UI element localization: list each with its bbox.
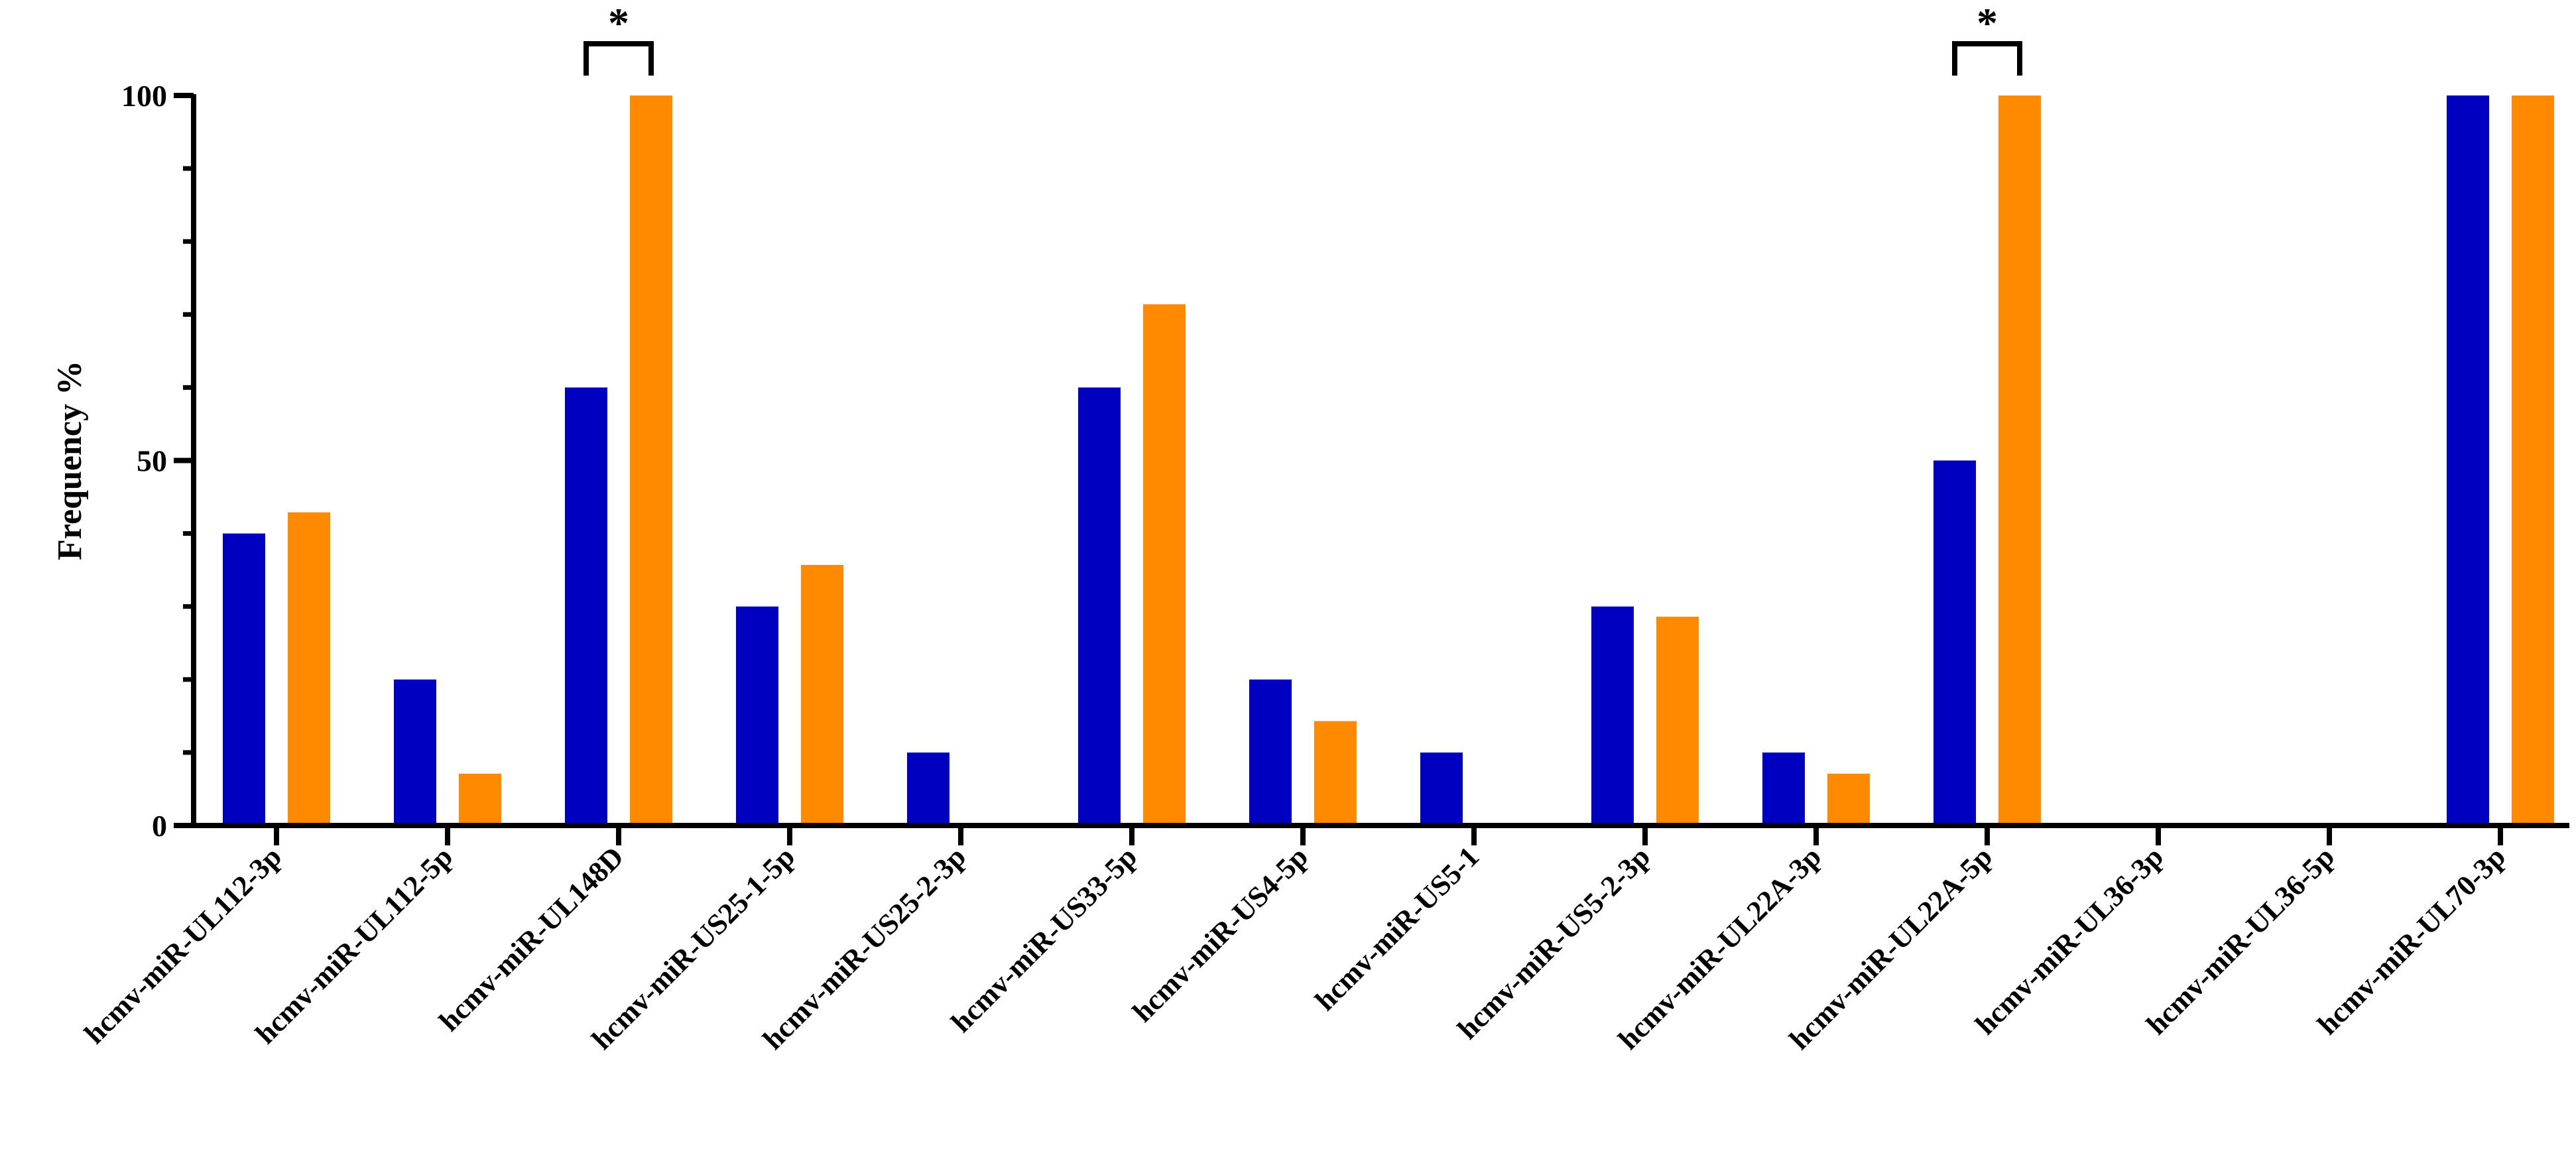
bar-series-2-5 <box>1143 304 1186 825</box>
significance-bracket <box>1952 41 2022 76</box>
bar-series-1-1 <box>394 679 436 825</box>
y-tick-label: 100 <box>121 79 167 113</box>
bar-series-1-0 <box>223 533 265 825</box>
significance-star: * <box>1977 0 1998 46</box>
bar-series-1-8 <box>1591 606 1634 825</box>
y-tick-label: 50 <box>137 444 167 478</box>
bar-series-2-2 <box>630 95 672 825</box>
bar-series-1-3 <box>736 606 778 825</box>
bar-series-1-13 <box>2447 95 2489 825</box>
bar-series-1-2 <box>565 387 607 825</box>
bar-series-2-13 <box>2512 95 2554 825</box>
bar-series-1-5 <box>1078 387 1121 825</box>
bar-series-1-4 <box>907 752 950 825</box>
significance-bracket <box>583 41 654 76</box>
significance-annotations: * * <box>583 0 2022 76</box>
y-axis-title: Frequency % <box>51 361 89 560</box>
axes-group <box>174 93 2569 845</box>
bar-series-2-1 <box>459 773 501 825</box>
significance-star: * <box>608 0 629 46</box>
bar-series-1-10 <box>1933 460 1976 825</box>
bar-series-2-10 <box>1998 95 2041 825</box>
bar-series-2-9 <box>1827 773 1870 825</box>
bar-series-1-7 <box>1420 752 1463 825</box>
bar-series-2-3 <box>801 564 843 825</box>
bar-series-2-8 <box>1656 617 1699 825</box>
bar-series-1-9 <box>1762 752 1805 825</box>
bar-series-2-6 <box>1314 721 1357 825</box>
y-tick-label: 0 <box>152 809 167 843</box>
bar-series-2-0 <box>288 512 330 825</box>
bar-series-1-6 <box>1249 679 1292 825</box>
bars-group <box>223 95 2554 825</box>
